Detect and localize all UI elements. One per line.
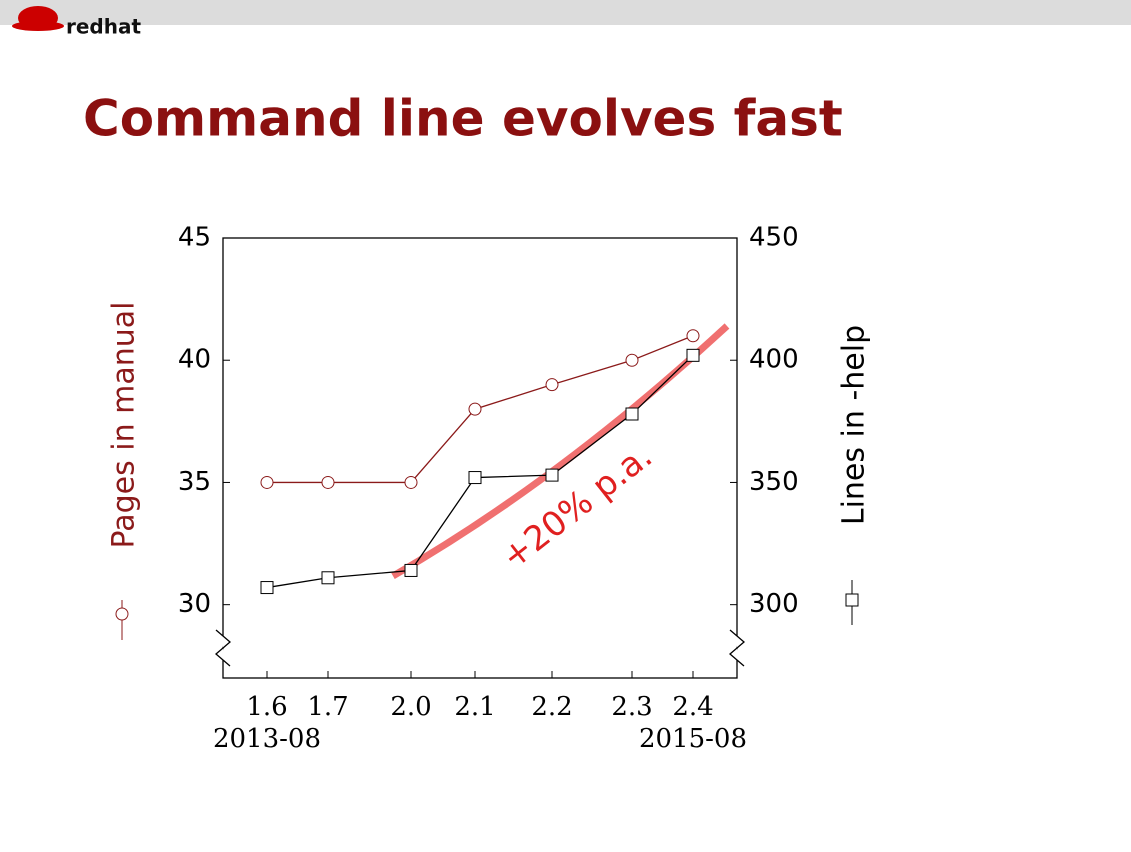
x-tick-label: 1.6 bbox=[246, 692, 287, 722]
plot-frame bbox=[222, 237, 738, 679]
y-tick-label: 35 bbox=[178, 467, 211, 497]
data-point bbox=[468, 402, 482, 416]
data-point bbox=[321, 571, 335, 585]
legend-marker bbox=[845, 593, 859, 607]
data-point bbox=[686, 348, 700, 362]
data-point bbox=[260, 475, 274, 489]
data-point bbox=[625, 353, 639, 367]
y2-axis-label: Lines in -help bbox=[837, 325, 872, 525]
annotation: +20% p.a. bbox=[494, 436, 660, 578]
y2-tick-label: 300 bbox=[749, 589, 799, 619]
axis-break bbox=[215, 629, 231, 667]
data-point bbox=[545, 378, 559, 392]
x-tick-label: 2.3 bbox=[611, 692, 652, 722]
data-point bbox=[321, 475, 335, 489]
header-bar bbox=[0, 0, 1131, 25]
y-tick-label: 40 bbox=[178, 345, 211, 375]
x-date-label: 2013-08 bbox=[213, 724, 321, 754]
y2-tick-label: 450 bbox=[749, 223, 799, 253]
x-tick-label: 1.7 bbox=[307, 692, 348, 722]
logo-text: redhat bbox=[66, 15, 141, 39]
y-axis-label: Pages in manual bbox=[107, 301, 142, 548]
data-point bbox=[404, 563, 418, 577]
data-point bbox=[404, 475, 418, 489]
x-tick-label: 2.4 bbox=[672, 692, 713, 722]
data-point bbox=[625, 407, 639, 421]
data-point bbox=[468, 471, 482, 485]
data-point bbox=[686, 329, 700, 343]
x-tick-label: 2.0 bbox=[390, 692, 431, 722]
y-tick-label: 45 bbox=[178, 223, 211, 253]
y2-tick-label: 350 bbox=[749, 467, 799, 497]
data-point bbox=[260, 581, 274, 595]
logo-brim bbox=[12, 21, 64, 31]
x-date-label: 2015-08 bbox=[639, 724, 747, 754]
y-tick-label: 30 bbox=[178, 589, 211, 619]
slide-title: Command line evolves fast bbox=[83, 90, 843, 148]
x-tick-label: 2.1 bbox=[454, 692, 495, 722]
y2-tick-label: 400 bbox=[749, 345, 799, 375]
x-tick-label: 2.2 bbox=[531, 692, 572, 722]
legend-marker bbox=[115, 607, 129, 621]
axis-break bbox=[729, 629, 745, 667]
data-point bbox=[545, 468, 559, 482]
